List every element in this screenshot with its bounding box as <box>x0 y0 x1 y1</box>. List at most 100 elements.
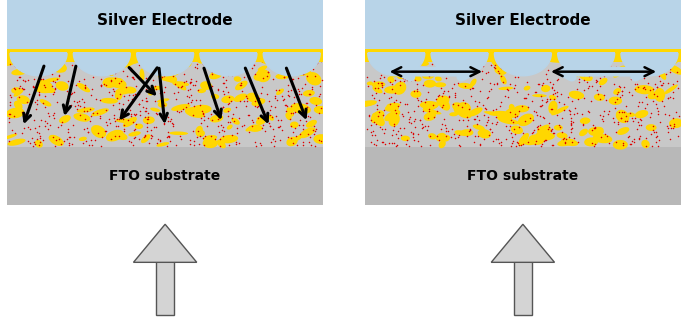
Point <box>286 123 297 128</box>
Point <box>416 144 427 149</box>
Ellipse shape <box>532 94 547 97</box>
Point <box>301 119 312 124</box>
Point <box>568 135 579 140</box>
Point <box>504 110 515 115</box>
Point <box>514 142 525 148</box>
Point <box>630 68 641 73</box>
Point <box>558 101 569 107</box>
Point <box>44 113 55 118</box>
Point <box>46 72 57 77</box>
Polygon shape <box>368 53 424 76</box>
Point <box>72 103 83 108</box>
Point <box>372 138 383 143</box>
Point <box>563 134 574 140</box>
Point <box>305 114 316 119</box>
Point <box>141 76 152 81</box>
Ellipse shape <box>56 81 69 91</box>
Point <box>616 88 627 93</box>
Point <box>113 116 124 121</box>
Point <box>367 92 378 97</box>
Ellipse shape <box>3 60 18 64</box>
Point <box>179 79 190 84</box>
Point <box>288 63 299 68</box>
Point <box>186 98 197 103</box>
Point <box>431 63 442 68</box>
Ellipse shape <box>385 110 400 121</box>
Point <box>548 88 559 93</box>
Point <box>637 99 648 104</box>
Point <box>223 57 234 62</box>
Point <box>374 124 385 129</box>
Point <box>462 117 473 123</box>
Point <box>633 100 644 105</box>
Ellipse shape <box>518 114 534 126</box>
Ellipse shape <box>561 138 578 146</box>
Point <box>301 101 312 106</box>
Polygon shape <box>495 53 551 76</box>
Point <box>96 143 107 148</box>
Bar <box>514 260 532 315</box>
Point <box>35 76 46 82</box>
Point <box>192 88 203 93</box>
Point <box>547 126 558 131</box>
Point <box>69 89 80 94</box>
Point <box>441 128 452 133</box>
Point <box>107 87 118 92</box>
Point <box>572 66 583 71</box>
Point <box>521 96 532 101</box>
Point <box>257 59 268 64</box>
Point <box>634 123 645 128</box>
Bar <box>7 57 323 148</box>
Point <box>611 140 622 145</box>
Point <box>589 125 600 131</box>
Point <box>227 72 238 77</box>
Point <box>481 123 492 128</box>
Point <box>263 69 274 74</box>
Point <box>612 89 623 94</box>
Point <box>48 66 59 71</box>
Point <box>473 100 484 105</box>
Point <box>418 125 429 130</box>
Ellipse shape <box>579 129 588 136</box>
Point <box>288 101 299 106</box>
Point <box>123 138 134 143</box>
Ellipse shape <box>647 92 659 99</box>
Point <box>366 132 377 137</box>
Point <box>595 135 606 140</box>
Point <box>158 73 169 78</box>
Point <box>311 59 322 64</box>
Point <box>249 98 260 103</box>
Point <box>166 120 178 125</box>
Point <box>440 125 451 131</box>
Point <box>476 76 487 82</box>
Point <box>471 114 482 119</box>
Ellipse shape <box>196 130 205 137</box>
Point <box>143 60 154 65</box>
Point <box>118 102 129 107</box>
Point <box>552 76 563 82</box>
Point <box>502 86 513 92</box>
Point <box>144 140 155 146</box>
Point <box>657 80 668 85</box>
Point <box>560 140 571 145</box>
Point <box>218 105 229 110</box>
Ellipse shape <box>650 68 660 75</box>
Point <box>56 119 67 124</box>
Point <box>560 137 571 142</box>
Polygon shape <box>133 224 197 262</box>
Point <box>74 103 85 108</box>
Point <box>436 62 447 67</box>
Ellipse shape <box>424 112 436 121</box>
Point <box>444 64 455 69</box>
Point <box>184 81 195 86</box>
Point <box>409 88 420 93</box>
Point <box>69 103 80 108</box>
Ellipse shape <box>209 71 222 79</box>
Point <box>65 92 76 97</box>
Point <box>668 121 679 126</box>
Point <box>55 122 66 127</box>
Point <box>80 68 92 73</box>
Ellipse shape <box>387 103 400 108</box>
Point <box>51 99 62 104</box>
Point <box>620 113 631 118</box>
